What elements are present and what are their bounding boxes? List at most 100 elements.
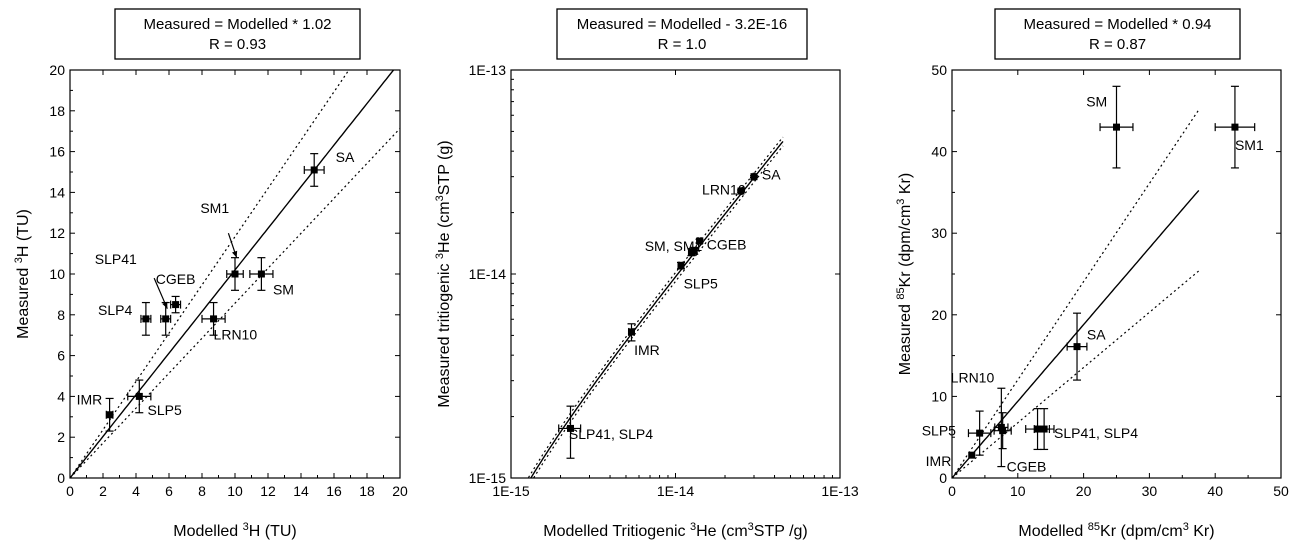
point-label: SM1 [1235, 137, 1264, 153]
point-label: CGEB [1007, 458, 1047, 474]
point-marker [968, 451, 976, 459]
y-tick-label: 16 [49, 144, 65, 160]
correlation-coefficient: R = 0.87 [1089, 36, 1146, 53]
x-tick-label: 2 [99, 483, 107, 499]
point-label: SLP5 [148, 402, 182, 418]
point-label: SM [273, 281, 294, 297]
x-tick-label: 18 [359, 483, 375, 499]
y-tick-label: 20 [931, 307, 947, 323]
point-marker [135, 392, 143, 400]
chart-panel-1: Measured = Modelled * 1.02 R = 0.93 0 2 4 6 8 1… [13, 8, 408, 540]
point-marker [1113, 123, 1120, 131]
point-label: IMR [926, 453, 952, 469]
confidence-lower [952, 270, 1200, 478]
x-tick-label: 6 [165, 483, 173, 499]
point-label: SLP4 [98, 302, 132, 318]
point-marker [142, 315, 150, 323]
y-axis-label: Measured tritiogenic 3He (cm3STP (g) [434, 140, 453, 407]
point-marker [976, 429, 984, 437]
point-marker [999, 427, 1007, 435]
data-point [736, 187, 745, 196]
x-tick-label: 14 [293, 483, 309, 499]
point-marker [1040, 425, 1048, 433]
x-tick-label: 0 [948, 483, 956, 499]
x-tick-label: 10 [227, 483, 243, 499]
point-marker [310, 166, 318, 174]
data-point [249, 257, 274, 291]
data-point [127, 379, 152, 414]
confidence-lower [532, 145, 784, 478]
data-point [1214, 85, 1256, 169]
y-tick-label: 50 [931, 62, 947, 78]
data-point [993, 412, 1012, 450]
y-tick-label: 1E-14 [469, 266, 507, 282]
chart-panel-2: Measured = Modelled - 3.2E-16 R = 1.0 1E-1… [434, 8, 859, 540]
y-tick-label: 2 [57, 429, 65, 445]
x-axis-label: Modelled Tritiogenic 3He (cm3STP /g) [543, 521, 808, 540]
x-tick-label: 0 [66, 483, 74, 499]
y-tick-label: 0 [57, 470, 65, 486]
point-marker [677, 262, 685, 270]
y-tick-label: 1E-13 [469, 62, 507, 78]
point-label: CGEB [707, 236, 747, 252]
data-point [170, 295, 182, 314]
y-tick-label: 12 [49, 225, 65, 241]
x-tick-label: 50 [1273, 483, 1289, 499]
x-tick-label: 20 [1076, 483, 1092, 499]
point-marker [257, 270, 265, 278]
x-tick-label: 8 [198, 483, 206, 499]
data-point [690, 246, 699, 255]
point-label: IMR [77, 392, 103, 408]
point-label: SLP5 [922, 423, 956, 439]
y-tick-label: 10 [931, 388, 947, 404]
y-tick-label: 6 [57, 348, 65, 364]
x-tick-label: 10 [1010, 483, 1026, 499]
point-label: IMR [634, 342, 660, 358]
confidence-lower [70, 127, 400, 478]
point-marker [231, 270, 239, 278]
point-marker [567, 424, 575, 432]
point-label: LRN10 [951, 370, 995, 386]
data-point [695, 237, 704, 246]
y-axis-label: Measured 85Kr (dpm/cm3 Kr) [895, 173, 914, 375]
point-marker [172, 301, 180, 309]
y-tick-label: 1E-15 [469, 470, 507, 486]
point-label: SLP41 [95, 251, 137, 267]
confidence-upper [527, 136, 784, 478]
y-tick-label: 0 [939, 470, 947, 486]
data-point [627, 323, 636, 342]
point-label: LRN10 [214, 326, 258, 342]
point-marker [1231, 123, 1239, 131]
point-marker [750, 173, 758, 181]
point-label: SLP41, SLP4 [569, 426, 653, 442]
x-tick-label: 30 [1142, 483, 1158, 499]
point-label: SA [1087, 326, 1106, 342]
data-point [1066, 312, 1088, 381]
point-marker [106, 411, 114, 419]
point-marker [627, 328, 635, 336]
point-marker [1073, 343, 1081, 351]
x-tick-label: 4 [132, 483, 140, 499]
data-point [1099, 85, 1134, 169]
data-point [105, 397, 114, 432]
point-label: SM1 [200, 200, 229, 216]
point-label: LRN10 [702, 182, 746, 198]
point-label: SLP5 [684, 275, 718, 291]
point-marker [690, 247, 698, 255]
x-tick-label: 16 [326, 483, 342, 499]
y-tick-label: 10 [49, 266, 65, 282]
y-tick-label: 14 [49, 184, 65, 200]
x-tick-label: 1E-15 [492, 483, 530, 499]
data-point [749, 172, 758, 181]
arrow-head [232, 250, 238, 258]
y-axis-label: Measured 3H (TU) [13, 209, 32, 339]
y-tick-label: 20 [49, 62, 65, 78]
data-point [226, 257, 244, 291]
fit-line [952, 189, 1200, 478]
data-point [967, 410, 992, 456]
data-point [140, 301, 152, 336]
plot-frame [510, 69, 841, 479]
data-point [201, 301, 226, 336]
equation-box [994, 8, 1241, 60]
